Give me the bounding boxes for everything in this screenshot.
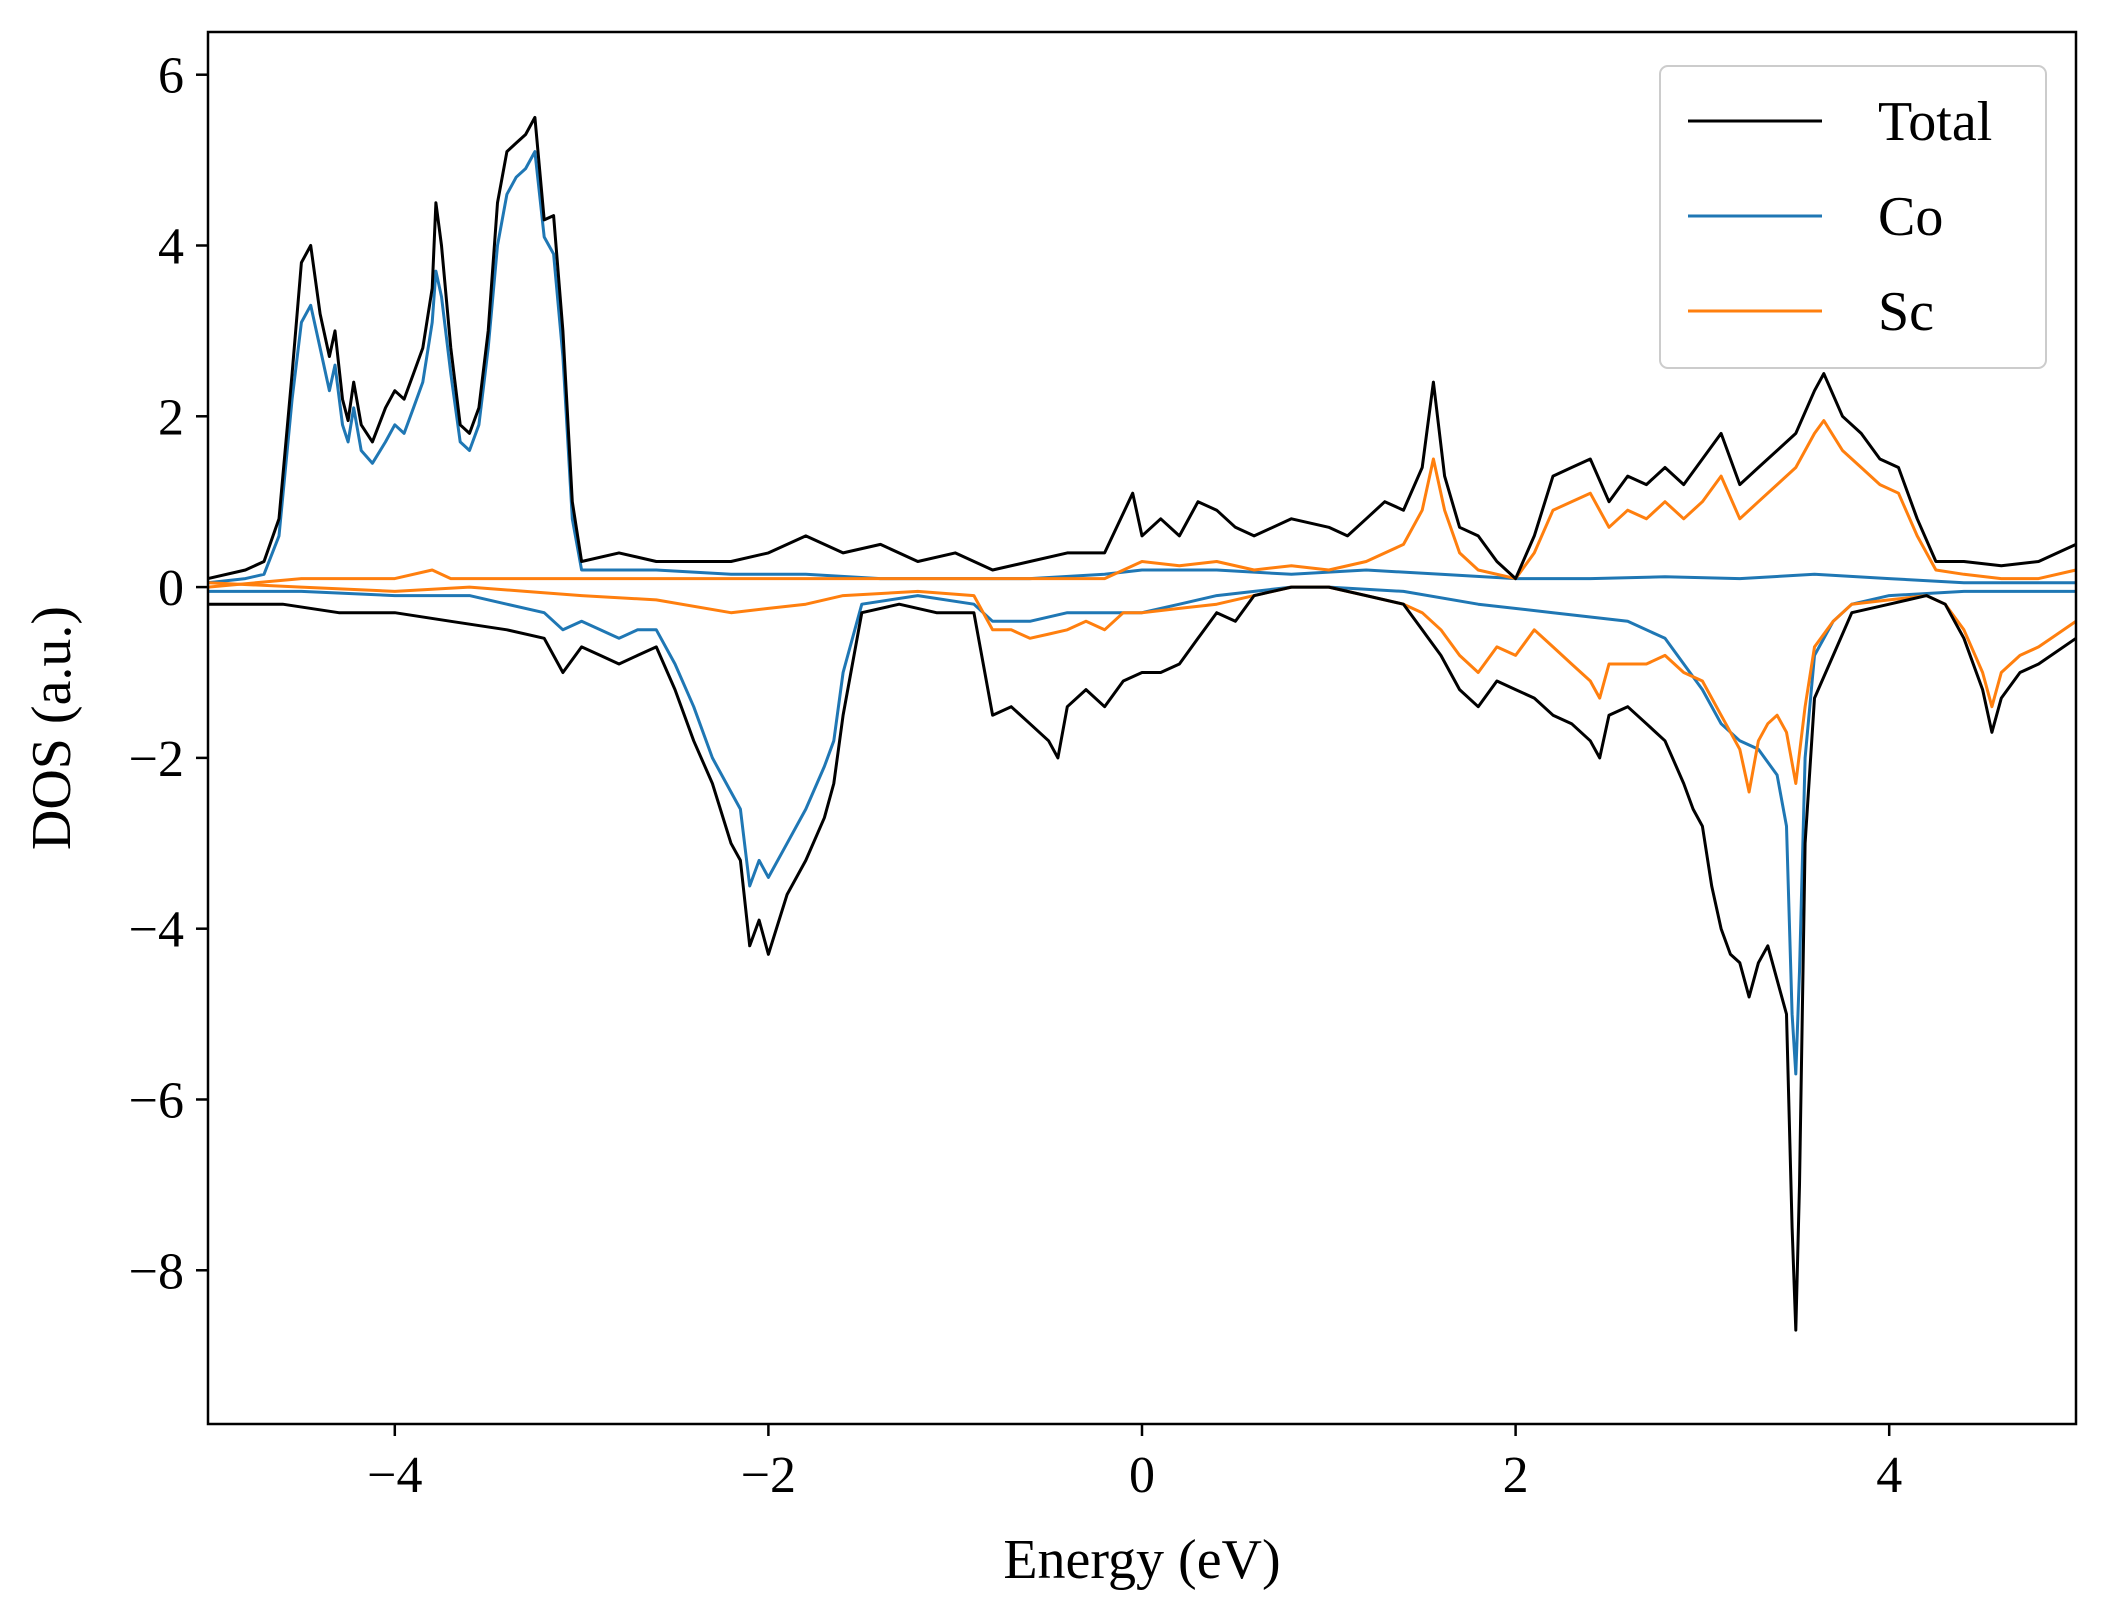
y-tick-label: 4 (158, 218, 184, 275)
series-line-co-spin-down (208, 585, 2076, 1076)
y-tick-label: −6 (129, 1072, 184, 1129)
y-tick-label: −8 (129, 1243, 184, 1300)
series-line-co-spin-up (207, 150, 2076, 585)
y-tick-label: −2 (129, 731, 184, 788)
y-axis-ticks: 6 4 2 0 −2 −4 −6 −8 (129, 48, 208, 1300)
x-tick-label: 4 (1876, 1447, 1902, 1504)
y-tick-label: 2 (158, 389, 184, 446)
series-line-total-spin-down (208, 585, 2077, 1332)
series-line-sc-spin-up (207, 419, 2077, 589)
x-tick-label: 2 (1503, 1447, 1529, 1504)
x-axis-title: Energy (eV) (1003, 1529, 1280, 1591)
y-tick-label: −4 (129, 902, 184, 959)
x-tick-label: −4 (367, 1447, 422, 1504)
series-line-total-spin-up (207, 115, 2077, 581)
legend-label-total: Total (1878, 91, 1992, 153)
legend-box (1659, 65, 2047, 369)
legend-label-sc: Sc (1878, 281, 1934, 343)
legend: Total Co Sc (1659, 65, 2047, 369)
x-tick-label: −2 (741, 1447, 796, 1504)
series-line-sc-spin-down (207, 581, 2077, 794)
y-axis-title: DOS (a.u.) (21, 606, 83, 850)
x-tick-label: 0 (1129, 1447, 1155, 1504)
series-layer (207, 115, 2077, 1332)
legend-label-co: Co (1878, 186, 1943, 248)
y-tick-label: 0 (158, 560, 184, 617)
y-tick-label: 6 (158, 48, 184, 105)
x-axis-ticks: −4 −2 0 2 4 (367, 1424, 1902, 1504)
